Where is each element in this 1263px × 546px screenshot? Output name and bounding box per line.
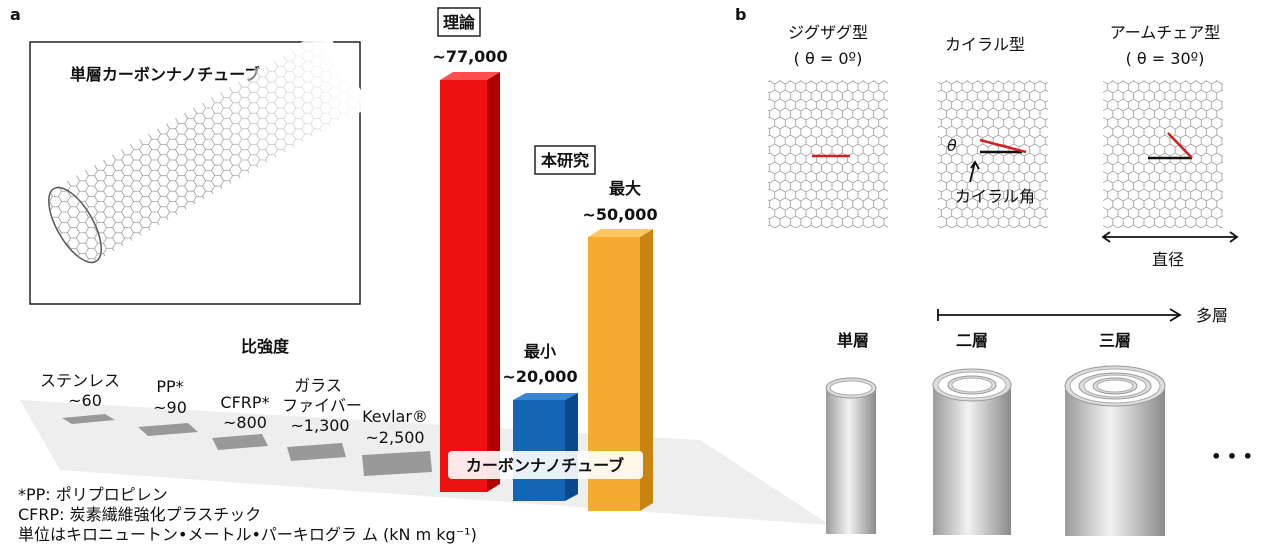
chiral-vector — [979, 138, 1027, 154]
material-name: Kevlar® — [362, 407, 428, 426]
multilayer-arrow — [937, 308, 1182, 322]
material-value: ~90 — [153, 398, 187, 417]
diameter-arrow — [1101, 231, 1239, 243]
material-name: PP* — [156, 377, 183, 396]
material-value: ~1,300 — [290, 416, 349, 435]
chiral-vector — [1167, 132, 1193, 159]
material-value: ~800 — [223, 413, 267, 432]
theta: θ — [947, 136, 957, 155]
double-wall-tube — [932, 368, 1012, 535]
material-name: ガラス — [294, 376, 342, 395]
cnt-label-bg — [448, 451, 643, 479]
chiral-angle: カイラル角 — [955, 187, 1035, 206]
material-name: ファイバー — [282, 396, 362, 415]
footnote: CFRP: 炭素繊維強化プラスチック — [18, 505, 261, 524]
wall-label: 単層 — [837, 331, 869, 350]
label-box — [534, 145, 596, 175]
lattice — [1103, 80, 1223, 228]
this-study-label: 本研究 — [541, 151, 589, 170]
maximum-label: 最大 — [609, 179, 641, 198]
material-name: CFRP* — [220, 393, 269, 412]
footnote: 単位はキロニュートン•メートル•パーキログラ ム (kN m kg⁻¹) — [18, 525, 477, 544]
heading: 比強度 — [241, 337, 290, 356]
single-wall-tube — [825, 377, 877, 534]
label-box — [437, 7, 481, 37]
type-name: アームチェア型 — [1110, 23, 1221, 42]
diameter: 直径 — [1152, 250, 1184, 269]
theory-label: 理論 — [443, 13, 476, 32]
material-value: ~60 — [68, 391, 102, 410]
type-name: カイラル型 — [945, 35, 1025, 54]
nanotube — [48, 28, 371, 264]
minimum-bar — [513, 393, 578, 501]
lattice — [938, 80, 1048, 228]
cnt-label: カーボンナノチューブ — [466, 456, 624, 475]
multilayer: 多層 — [1196, 306, 1228, 325]
slabs — [62, 414, 432, 476]
theory-bar — [440, 72, 500, 492]
lattice — [768, 80, 888, 228]
minimum-label: 最小 — [524, 342, 556, 361]
type-angle: ( θ = 0º) — [794, 49, 863, 68]
panel-label: b — [735, 5, 746, 24]
type-angle: ( θ = 30º) — [1126, 49, 1205, 68]
wall-label: 二層 — [956, 331, 988, 350]
panel-label: a — [10, 5, 21, 24]
triple-wall-tube — [1064, 365, 1166, 536]
maximum-value: ~50,000 — [582, 205, 657, 224]
wall-label: 三層 — [1099, 331, 1131, 350]
footnote: *PP: ポリプロピレン — [18, 485, 168, 504]
inset-title: 単層カーボンナノチューブ — [70, 65, 260, 84]
material-name: ステンレス — [40, 371, 120, 390]
type-name: ジグザグ型 — [788, 23, 868, 42]
ellipsis: • • • — [1211, 447, 1253, 466]
theory-value: ~77,000 — [432, 47, 507, 66]
arrow — [969, 160, 980, 183]
material-value: ~2,500 — [365, 428, 424, 447]
minimum-value: ~20,000 — [502, 367, 577, 386]
